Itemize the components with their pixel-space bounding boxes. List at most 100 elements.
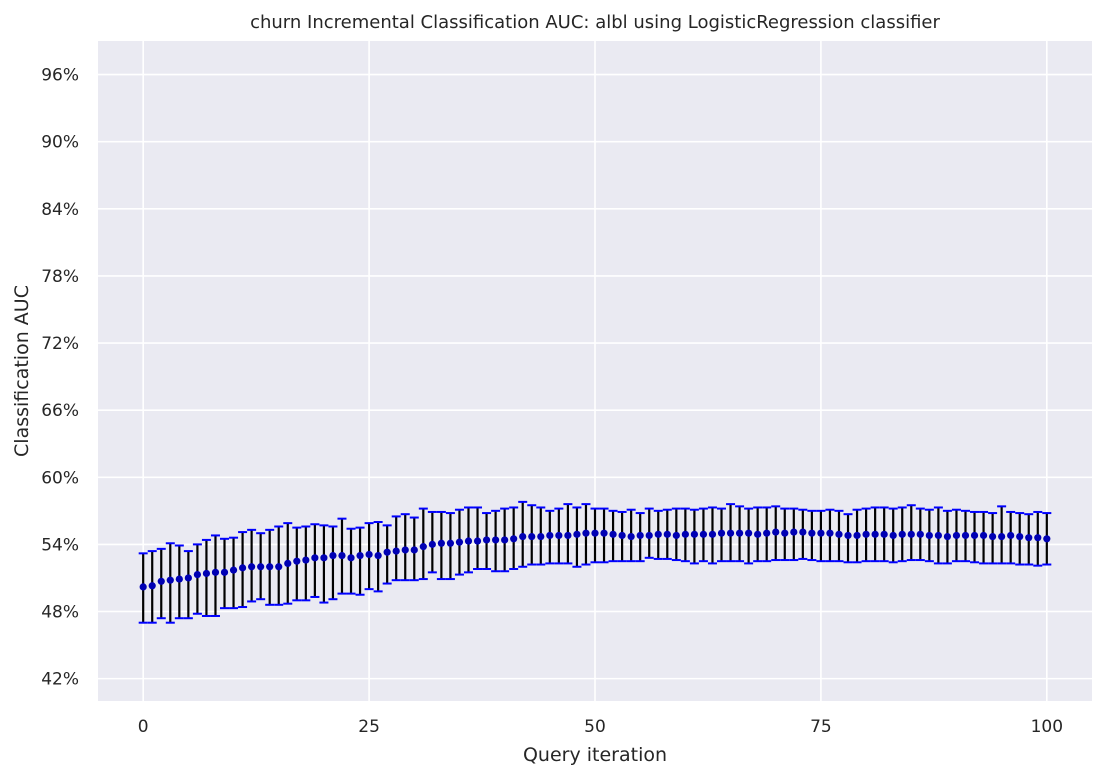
data-point — [735, 529, 744, 537]
data-point — [790, 528, 798, 536]
y-tick-label: 60% — [41, 468, 79, 488]
data-point — [446, 539, 455, 547]
data-point — [871, 530, 879, 538]
data-point — [708, 530, 717, 538]
data-point — [844, 531, 852, 540]
y-tick-label: 84% — [41, 200, 79, 220]
y-tick-label: 72% — [41, 334, 79, 354]
data-point — [998, 532, 1006, 541]
data-point — [329, 551, 337, 560]
data-point — [627, 532, 635, 541]
x-tick-label: 75 — [810, 717, 832, 737]
data-point — [374, 551, 382, 560]
y-tick-label: 66% — [41, 401, 79, 421]
data-point — [519, 532, 527, 541]
y-tick-label: 48% — [41, 603, 79, 623]
data-point — [347, 554, 355, 562]
data-point — [699, 530, 708, 538]
y-tick-label: 42% — [41, 670, 79, 690]
data-point — [428, 540, 436, 548]
data-point — [383, 548, 391, 556]
data-point — [419, 543, 427, 551]
data-point — [492, 536, 500, 544]
data-point — [690, 530, 699, 538]
data-point — [835, 530, 843, 538]
data-point — [365, 550, 373, 559]
data-point — [275, 563, 283, 571]
data-point — [636, 531, 644, 540]
data-point — [293, 557, 301, 565]
data-point — [220, 568, 229, 576]
data-point — [1016, 532, 1024, 541]
data-point — [410, 546, 418, 554]
data-point — [166, 576, 174, 584]
x-tick-label: 100 — [1031, 717, 1063, 737]
data-point — [266, 563, 274, 571]
data-point — [943, 532, 952, 541]
data-point — [745, 529, 753, 537]
data-point — [781, 529, 789, 537]
data-point — [663, 530, 671, 538]
data-point — [202, 569, 211, 578]
data-points — [139, 528, 1051, 591]
data-point — [880, 530, 888, 538]
data-point — [139, 583, 147, 591]
data-point — [311, 554, 319, 562]
data-point — [907, 530, 915, 538]
data-point — [148, 582, 156, 590]
y-tick-label: 90% — [41, 133, 79, 153]
data-point — [582, 529, 590, 537]
data-point — [555, 531, 563, 540]
data-point — [898, 530, 906, 538]
data-point — [501, 536, 509, 544]
data-point — [654, 530, 662, 538]
x-axis-label: Query iteration — [523, 744, 667, 766]
data-point — [799, 528, 807, 536]
data-point — [726, 529, 735, 537]
data-point — [528, 532, 536, 541]
data-point — [591, 529, 599, 537]
data-point — [537, 532, 545, 541]
data-point — [211, 568, 220, 576]
y-tick-label: 54% — [41, 535, 79, 555]
x-tick-label: 0 — [138, 717, 149, 737]
data-point — [826, 529, 834, 537]
data-point — [356, 551, 364, 560]
data-point — [320, 554, 328, 562]
y-axis-label: Classification AUC — [11, 285, 33, 457]
data-point — [546, 531, 554, 540]
data-point — [573, 530, 581, 538]
data-point — [1034, 534, 1042, 542]
data-point — [989, 532, 997, 541]
data-point — [564, 531, 572, 540]
data-point — [979, 531, 988, 540]
data-point — [961, 531, 970, 540]
y-tick-label: 96% — [41, 66, 79, 86]
data-point — [338, 551, 346, 560]
data-point — [302, 556, 310, 564]
data-point — [248, 563, 256, 571]
x-tick-label: 50 — [584, 717, 606, 737]
chart-title: churn Incremental Classification AUC: al… — [250, 12, 940, 33]
data-point — [862, 530, 870, 538]
data-point — [184, 574, 192, 582]
data-point — [193, 570, 201, 579]
data-point — [257, 563, 265, 571]
data-point — [482, 536, 491, 544]
data-point — [284, 559, 292, 568]
y-tick-labels: 42% 48% 54% 60% 66% 72% 78% 84% 90% 96% — [41, 66, 79, 690]
data-point — [401, 546, 409, 554]
data-point — [618, 531, 626, 540]
x-tick-labels: 0 25 50 75 100 — [138, 717, 1063, 737]
data-point — [772, 528, 780, 536]
data-point — [1025, 534, 1033, 542]
data-point — [754, 530, 762, 538]
x-tick-label: 25 — [358, 717, 380, 737]
data-point — [157, 577, 165, 585]
data-point — [916, 530, 924, 538]
data-point — [717, 529, 726, 537]
data-point — [437, 539, 445, 547]
data-point — [609, 530, 617, 538]
data-point — [817, 529, 825, 537]
